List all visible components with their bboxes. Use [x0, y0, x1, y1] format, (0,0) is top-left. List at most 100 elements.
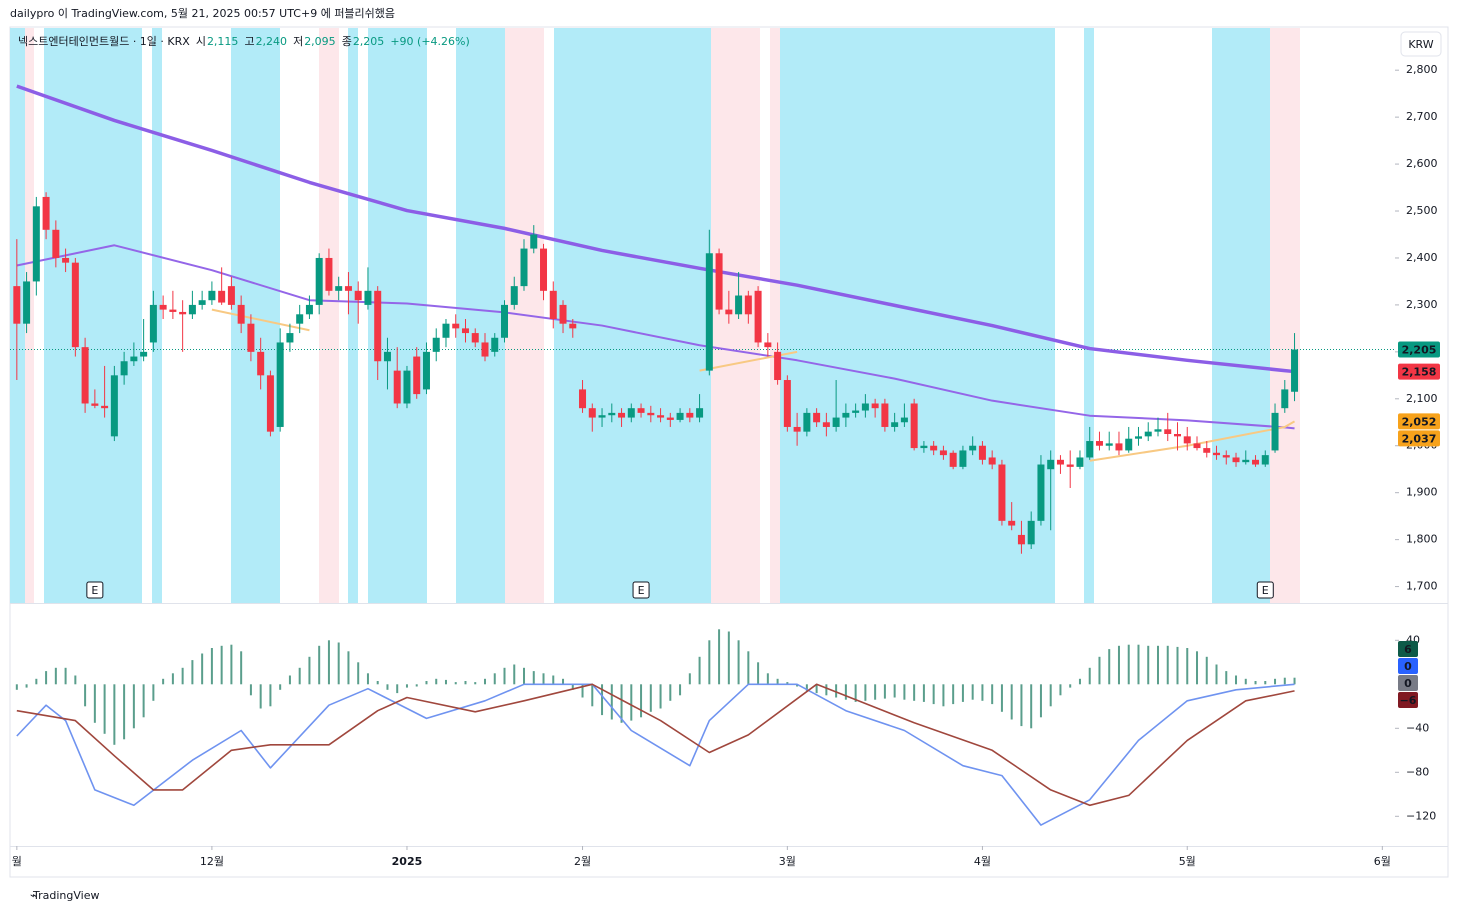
candle-body — [1173, 434, 1181, 437]
histogram-bar — [786, 682, 789, 685]
candle-body — [715, 253, 723, 310]
candle-body — [676, 412, 684, 420]
candle-body — [1037, 464, 1045, 521]
histogram-bar — [444, 679, 447, 685]
histogram-bar — [1010, 684, 1013, 720]
histogram-bar — [152, 684, 155, 701]
histogram-bar — [308, 656, 311, 685]
macd-value-tag — [1398, 692, 1418, 708]
histogram-bar — [679, 684, 682, 696]
histogram-bar — [366, 673, 369, 685]
price-tag-label: 2,205 — [1402, 344, 1437, 357]
histogram-bar — [279, 684, 282, 690]
candle-body — [81, 347, 89, 404]
candle-body — [1115, 443, 1123, 451]
currency[interactable]: KRW — [1408, 38, 1433, 51]
histogram-bar — [162, 678, 165, 685]
histogram-bar — [64, 667, 67, 685]
candle-body — [588, 408, 596, 418]
histogram-bar — [640, 684, 643, 718]
candle-body — [149, 304, 157, 343]
price-tag — [1398, 341, 1440, 358]
line-series — [1089, 420, 1296, 462]
candle-body — [257, 351, 265, 376]
ohlc-label: 저 — [293, 35, 303, 48]
histogram-bar — [386, 684, 389, 690]
histogram-bar — [552, 675, 555, 685]
signal-band — [770, 28, 780, 603]
histogram-bar — [415, 684, 418, 687]
histogram-bar — [961, 684, 964, 702]
candle-body — [998, 464, 1006, 521]
histogram-bar — [620, 684, 623, 723]
histogram-bar — [854, 684, 857, 702]
candle-body — [1232, 457, 1240, 463]
histogram-bar — [376, 681, 379, 685]
histogram-bar — [1176, 646, 1179, 685]
histogram-bar — [776, 678, 779, 685]
histogram-bar — [1186, 648, 1189, 685]
signal-band — [152, 28, 162, 603]
histogram-bar — [220, 645, 223, 685]
signal-band — [780, 28, 1055, 603]
candle-body — [1095, 441, 1103, 446]
candle-body — [247, 323, 255, 352]
x-tick-label: 3월 — [779, 855, 796, 868]
candle-body — [491, 337, 499, 352]
macd-y-tick-label: −40 — [1406, 721, 1429, 734]
histogram-bar — [757, 662, 760, 685]
y-tick-label: 1,900 — [1406, 486, 1438, 499]
candle-body — [686, 412, 694, 418]
macd-value-label: −6 — [1400, 694, 1417, 707]
candle-body — [978, 445, 986, 460]
signal-band — [1270, 28, 1300, 603]
candle-body — [1203, 448, 1211, 453]
histogram-bar — [1147, 645, 1150, 685]
candle-body — [140, 351, 148, 357]
candle-body — [364, 290, 372, 305]
candle-body — [91, 403, 99, 406]
histogram-bar — [737, 640, 740, 685]
histogram-bar — [113, 684, 116, 745]
candle-body — [266, 375, 274, 432]
ohlc-value: 2,115 — [207, 35, 239, 48]
histogram-bar — [874, 684, 877, 700]
candle-body — [110, 375, 118, 437]
price-tag-label: 2,037 — [1402, 432, 1437, 445]
candle-body — [1047, 459, 1055, 470]
candle-body — [1261, 455, 1269, 465]
candle-body — [237, 304, 245, 324]
candle-body — [169, 309, 177, 312]
candle-body — [666, 417, 674, 420]
histogram-bar — [1039, 684, 1042, 718]
macd-value-tag — [1398, 658, 1418, 674]
histogram-bar — [1235, 675, 1238, 685]
candle-body — [208, 290, 216, 301]
histogram-bar — [1020, 684, 1023, 727]
signal-band — [348, 28, 358, 603]
histogram-bar — [15, 684, 18, 690]
signal-band — [1084, 28, 1094, 603]
x-tick-label: 월 — [12, 855, 22, 868]
symbol-legend: 넥스트엔터테인먼트월드 · 1일 · KRX 시2,115 고2,240 저2,095… — [18, 34, 470, 48]
macd-value-label: 0 — [1404, 660, 1412, 673]
brand: TradingView — [32, 889, 99, 902]
histogram-bar — [1117, 645, 1120, 685]
histogram-bar — [142, 684, 145, 718]
histogram-bar — [630, 684, 633, 721]
histogram-bar — [54, 667, 57, 685]
candle-body — [1154, 429, 1162, 432]
candle-body — [803, 412, 811, 432]
histogram-bar — [210, 648, 213, 685]
currency-box[interactable] — [1400, 31, 1442, 57]
histogram-bar — [932, 684, 935, 705]
histogram-bar — [171, 673, 174, 685]
candle-body — [32, 206, 40, 282]
candle-body — [501, 304, 509, 338]
candle-body — [1271, 412, 1279, 451]
histogram-bar — [230, 644, 233, 685]
candle-body — [1222, 455, 1230, 458]
histogram-bar — [893, 684, 896, 698]
background-bands — [10, 28, 1300, 603]
